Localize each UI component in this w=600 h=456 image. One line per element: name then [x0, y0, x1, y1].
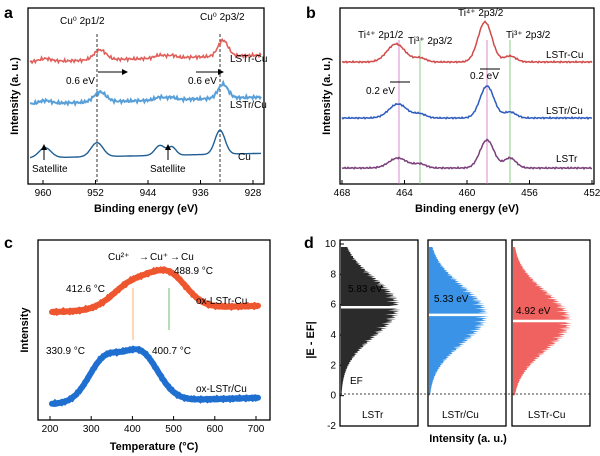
panel-label-b: b — [306, 5, 316, 22]
panel-a-annot-shift-left: 0.6 eV — [66, 76, 95, 87]
panel-d-dos-lstr — [341, 247, 401, 396]
panel-a-label-lstr-slash-cu: LSTr/Cu — [230, 100, 267, 111]
panel-c-annot-top-peak-1: 412.6 °C — [66, 284, 105, 295]
panel-a-arrowhead-right — [218, 69, 224, 75]
panel-d-ytick-label-10: 10 — [325, 239, 337, 250]
panel-d-ytick-label-4: 4 — [330, 330, 336, 341]
panel-a-annot-shift-right: 0.6 eV — [188, 76, 217, 87]
panel-b-annot-shift-a: 0.2 eV — [366, 86, 395, 97]
panel-d-ytick-label-6: 6 — [330, 300, 336, 311]
panel-label-a: a — [4, 5, 13, 22]
panel-c-legend-arrow-1: → — [139, 252, 149, 263]
panel-b-annot-ti4-2p12: Ti⁴⁺ 2p1/2 — [358, 30, 404, 41]
panel-a-series-cu — [29, 129, 261, 159]
panel-c: c 200 300 400 500 600 700 Temperature (°C) In… — [4, 235, 271, 453]
panel-c-tick-label-400: 400 — [124, 424, 141, 435]
panel-d-dos-lstr-slash-cu — [429, 247, 489, 396]
panel-b-x-ticks: 468 464 460 456 452 — [334, 180, 600, 199]
panel-a-annot-satellite-2: Satellite — [150, 164, 186, 175]
panel-c-annot-bottom-peak-2: 400.7 °C — [152, 346, 191, 357]
panel-c-annot-bottom-peak-1: 330.9 °C — [46, 346, 85, 357]
panel-a-tick-label-944: 944 — [140, 188, 157, 199]
panel-d-value-lstr-slash-cu: 5.33 eV — [434, 294, 469, 305]
panel-c-xlabel: Temperature (°C) — [110, 441, 199, 453]
panel-a-annot-satellite-1: Satellite — [32, 164, 68, 175]
panel-d-ytick-label-2: 2 — [330, 360, 336, 371]
panel-d-ylabel: |E - EF| — [305, 321, 317, 358]
panel-c-label-ox-lstr-cu: ox-LSTr-Cu — [196, 296, 247, 307]
panel-c-legend-cu1: Cu⁺ — [150, 252, 168, 263]
panel-c-tick-label-600: 600 — [206, 424, 223, 435]
panel-b-annot-ti3-2p32-a: Ti³⁺ 2p3/2 — [408, 36, 453, 47]
panel-b-tick-label-468: 468 — [334, 188, 351, 199]
panel-a-label-cu: Cu — [238, 152, 251, 163]
panel-b-xlabel: Binding energy (eV) — [415, 203, 519, 215]
panel-c-series-ox-lstr-cu — [49, 265, 261, 316]
panel-a-satellite-arrowhead-1 — [41, 144, 47, 150]
panel-a-arrowhead-left — [122, 69, 128, 75]
panel-a-frame — [27, 7, 265, 185]
panel-b-annot-ti3-2p32-b: Ti³⁺ 2p3/2 — [506, 30, 551, 41]
panel-d-fermi-label: EF — [350, 376, 363, 387]
panel-label-d: d — [304, 235, 314, 252]
panel-b-label-lstr: LSTr — [556, 154, 578, 165]
panel-a-x-ticks: 960 952 944 936 928 — [35, 180, 262, 199]
panel-d: d 10 8 6 4 2 0 -2 |E - EF| Intensity (a. u.) E… — [304, 235, 591, 445]
panel-b: b 468 464 460 456 452 Binding energy (eV) In… — [306, 5, 600, 215]
panel-b-label-lstr-slash-cu: LSTr/Cu — [546, 106, 583, 117]
panel-d-name-lstr-slash-cu: LSTr/Cu — [442, 410, 479, 421]
panel-a-xlabel: Binding energy (eV) — [94, 203, 198, 215]
panel-a-tick-label-928: 928 — [245, 188, 262, 199]
panel-d-value-lstr: 5.83 eV — [348, 284, 383, 295]
panel-a: a 960 952 944 936 928 Binding energy (eV) In… — [4, 5, 267, 215]
panel-label-c: c — [4, 235, 13, 252]
panel-b-annot-ti4-2p32: Ti⁴⁺ 2p3/2 — [458, 8, 504, 19]
panel-b-tick-label-460: 460 — [459, 188, 476, 199]
panel-c-label-ox-lstr-slash-cu: ox-LSTr/Cu — [196, 384, 247, 395]
panel-c-x-ticks: 200 300 400 500 600 700 — [42, 416, 265, 435]
panel-b-ylabel: Intensity (a. u.) — [321, 57, 333, 135]
panel-b-label-lstr-cu: LSTr-Cu — [546, 50, 583, 61]
panel-a-tick-label-960: 960 — [35, 188, 52, 199]
panel-b-tick-label-456: 456 — [521, 188, 538, 199]
panel-d-box-lstr-slash-cu — [427, 239, 507, 427]
panel-a-annot-cu-2p12: Cu⁰ 2p1/2 — [60, 16, 105, 27]
panel-d-ytick-label--2: -2 — [327, 421, 336, 432]
panel-c-tick-label-300: 300 — [83, 424, 100, 435]
panel-a-tick-label-936: 936 — [192, 188, 209, 199]
panel-c-series-ox-lstr-slash-cu — [49, 345, 261, 408]
panel-d-box-lstr — [339, 239, 419, 427]
panel-d-xlabel: Intensity (a. u.) — [429, 433, 507, 445]
panel-a-label-lstr-cu: LSTr-Cu — [230, 54, 267, 65]
panel-c-tick-label-700: 700 — [248, 424, 265, 435]
panel-c-legend-cu0: Cu — [181, 252, 194, 263]
panel-d-name-lstr: LSTr — [362, 410, 384, 421]
panel-d-value-lstr-cu: 4.92 eV — [516, 306, 551, 317]
panel-d-ytick-label-0: 0 — [330, 391, 336, 402]
panel-a-series-lstr-cu — [29, 37, 262, 65]
panel-d-ytick-label-8: 8 — [330, 269, 336, 280]
panel-a-series-lstr-slash-cu — [29, 79, 262, 108]
panel-b-series-lstr — [341, 138, 593, 170]
panel-a-tick-label-952: 952 — [87, 188, 104, 199]
panel-b-series-lstr-slash-cu — [341, 85, 593, 120]
panel-d-box-lstr-cu — [511, 239, 591, 427]
panel-b-series-lstr-cu — [341, 20, 593, 64]
panel-c-tick-label-500: 500 — [165, 424, 182, 435]
panel-a-annot-cu-2p32: Cu⁰ 2p3/2 — [200, 12, 245, 23]
panel-b-annot-shift-b: 0.2 eV — [470, 71, 499, 82]
panel-c-annot-top-peak-2: 488.9 °C — [174, 266, 213, 277]
panel-c-tick-label-200: 200 — [42, 424, 59, 435]
panel-c-ylabel: Intensity — [19, 307, 31, 353]
panel-c-frame — [37, 239, 271, 421]
panel-a-ylabel: Intensity (a. u.) — [9, 57, 21, 135]
panel-a-satellite-arrowhead-2 — [165, 144, 171, 150]
panel-c-legend-cu2: Cu²⁺ — [108, 252, 129, 263]
panel-c-legend-arrow-2: → — [170, 252, 180, 263]
panel-b-tick-label-464: 464 — [396, 188, 413, 199]
panel-b-tick-label-452: 452 — [584, 188, 600, 199]
panel-d-name-lstr-cu: LSTr-Cu — [528, 410, 565, 421]
